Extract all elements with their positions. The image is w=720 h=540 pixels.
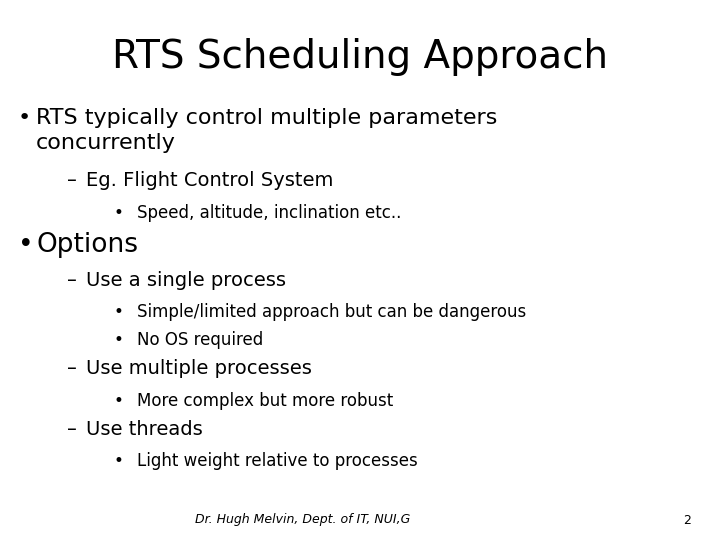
Text: No OS required: No OS required [137, 331, 263, 349]
Text: Dr. Hugh Melvin, Dept. of IT, NUI,G: Dr. Hugh Melvin, Dept. of IT, NUI,G [195, 514, 410, 526]
Text: Eg. Flight Control System: Eg. Flight Control System [86, 171, 334, 190]
Text: RTS Scheduling Approach: RTS Scheduling Approach [112, 38, 608, 76]
Text: Use multiple processes: Use multiple processes [86, 359, 312, 378]
Text: •: • [114, 204, 124, 221]
Text: More complex but more robust: More complex but more robust [137, 392, 393, 409]
Text: Simple/limited approach but can be dangerous: Simple/limited approach but can be dange… [137, 303, 526, 321]
Text: •: • [114, 392, 124, 409]
Text: –: – [67, 271, 77, 289]
Text: –: – [67, 359, 77, 378]
Text: –: – [67, 171, 77, 190]
Text: •: • [18, 232, 34, 258]
Text: Light weight relative to processes: Light weight relative to processes [137, 452, 418, 470]
Text: RTS typically control multiple parameters
concurrently: RTS typically control multiple parameter… [36, 108, 498, 153]
Text: •: • [18, 108, 31, 128]
Text: Use a single process: Use a single process [86, 271, 287, 289]
Text: •: • [114, 452, 124, 470]
Text: Use threads: Use threads [86, 420, 203, 438]
Text: Options: Options [36, 232, 138, 258]
Text: •: • [114, 331, 124, 349]
Text: –: – [67, 420, 77, 438]
Text: 2: 2 [683, 514, 691, 526]
Text: Speed, altitude, inclination etc..: Speed, altitude, inclination etc.. [137, 204, 401, 221]
Text: •: • [114, 303, 124, 321]
